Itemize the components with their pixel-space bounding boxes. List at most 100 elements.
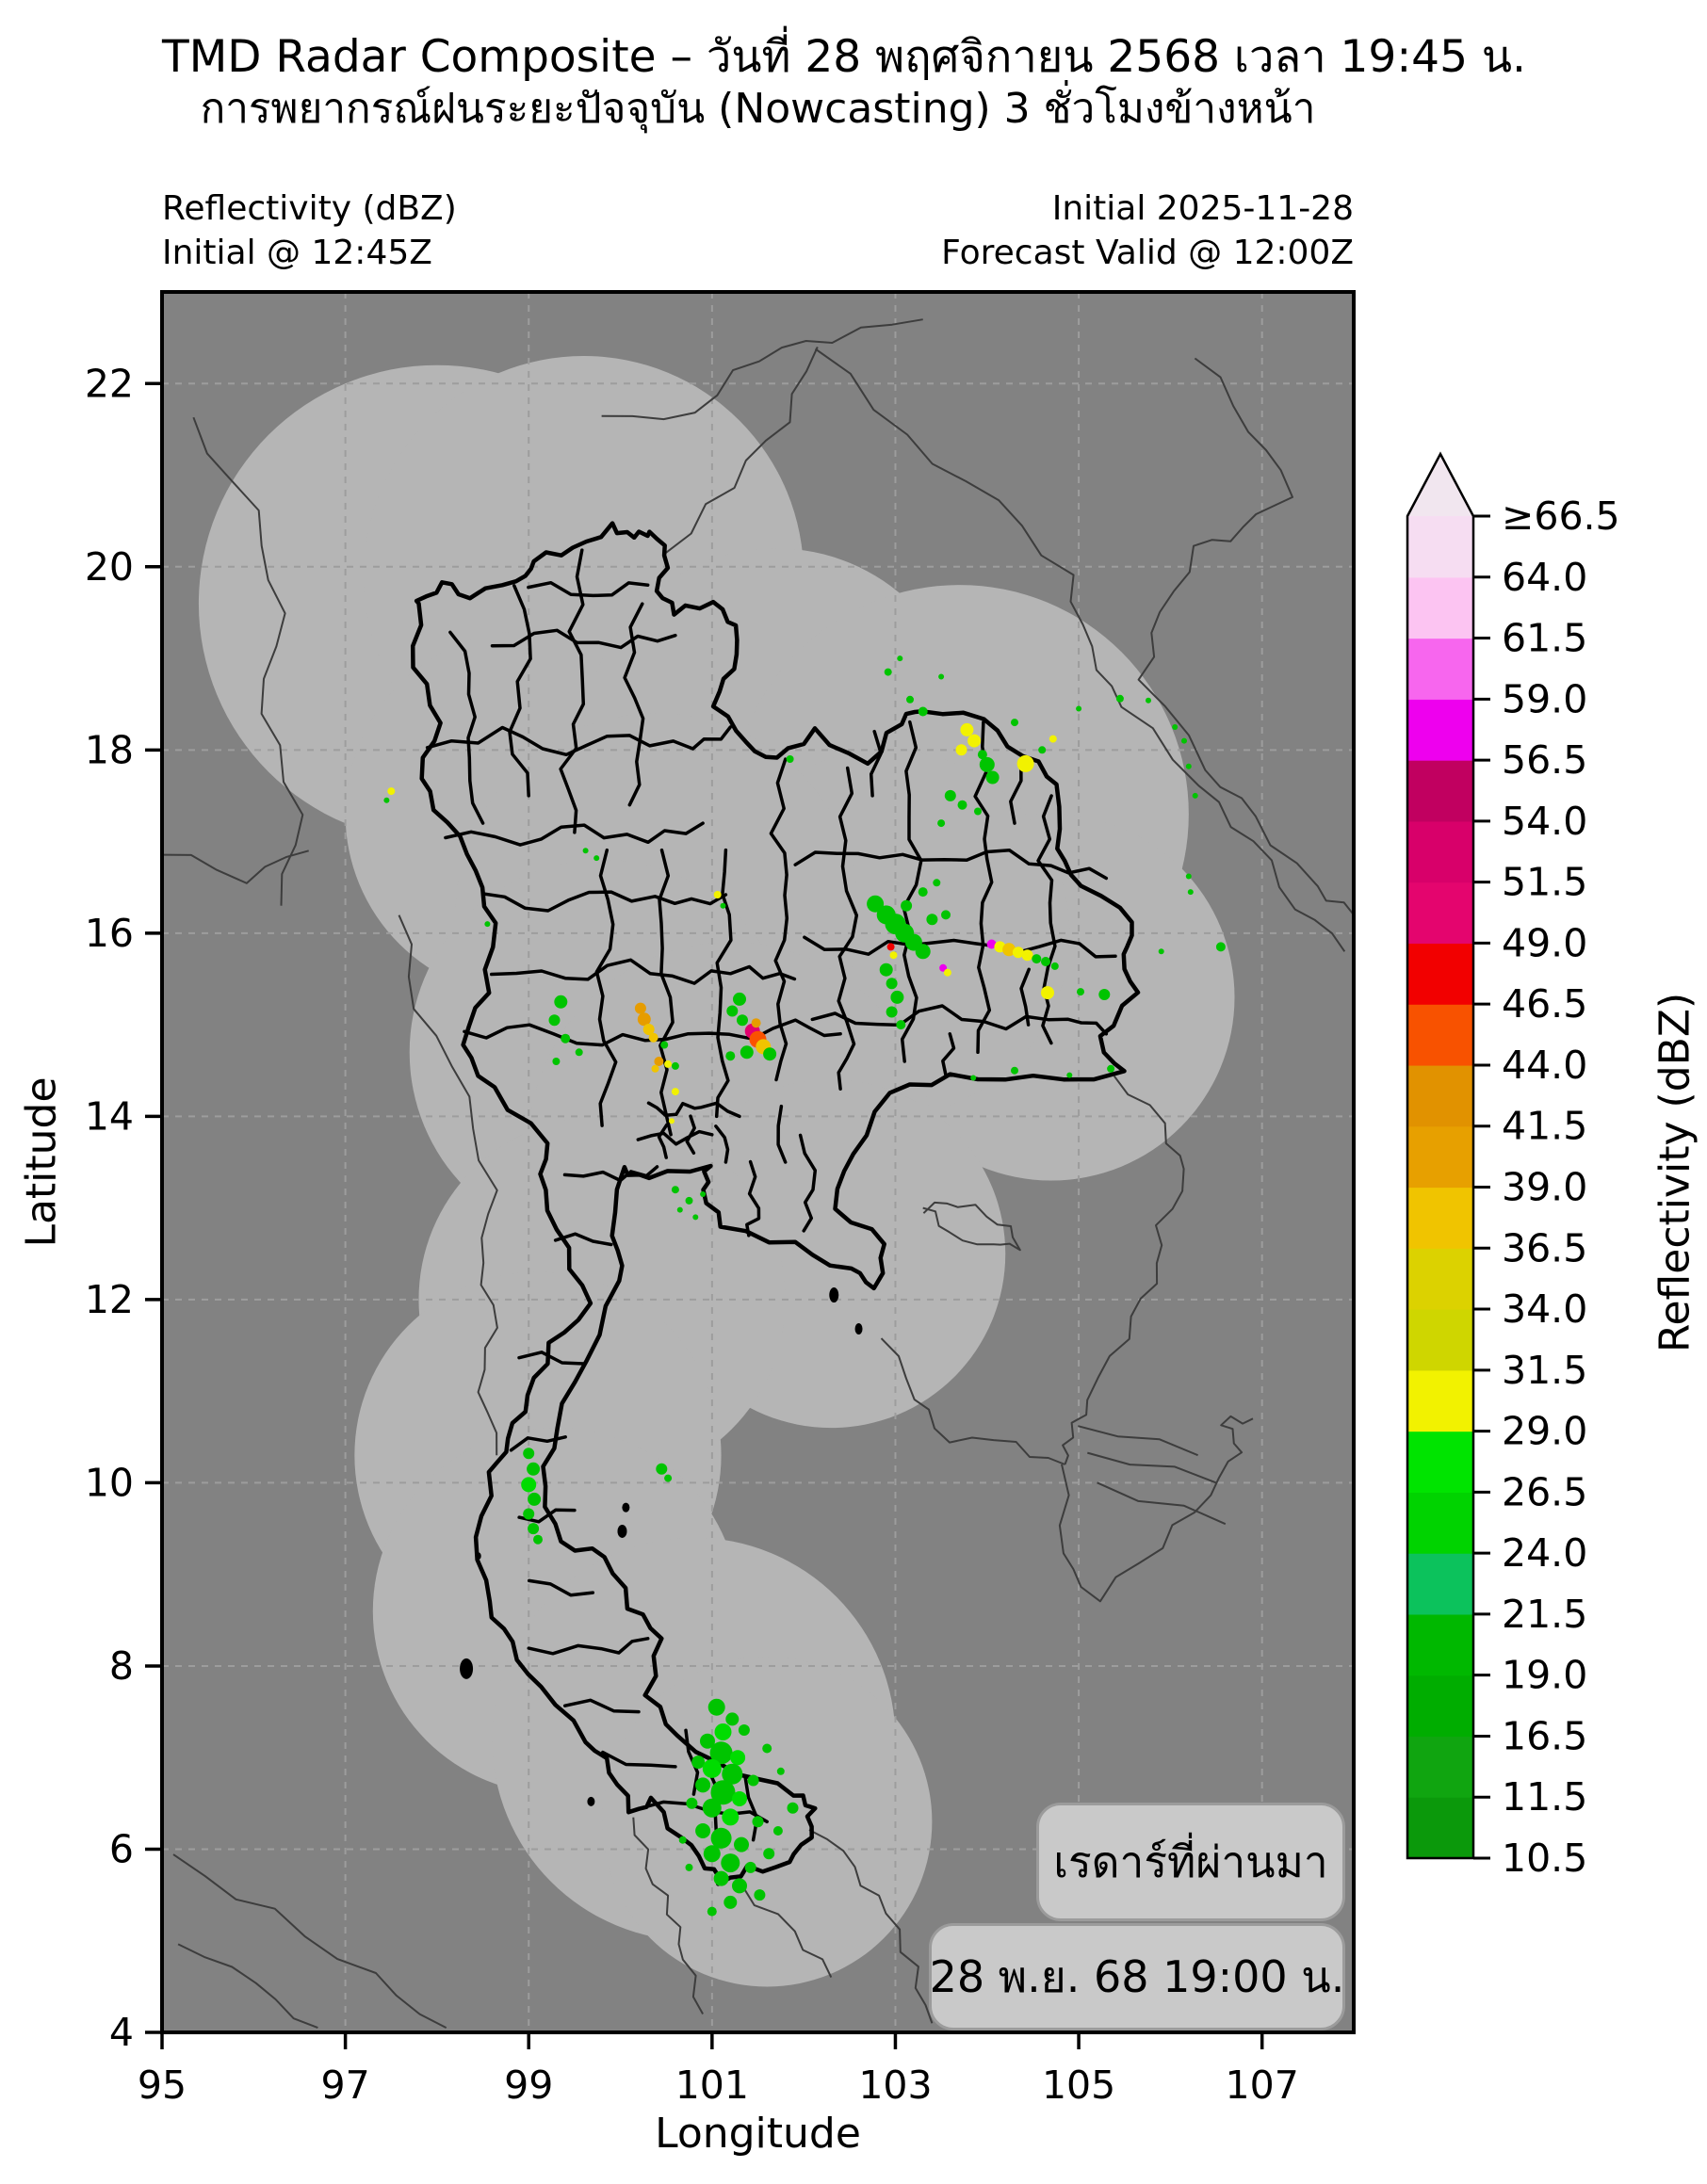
echo-point [970,1075,977,1081]
province-border-line [594,848,618,1127]
province-border-line [646,1101,741,1119]
colorbar-tick-label: 49.0 [1502,920,1587,965]
colorbar-tick-label: 24.0 [1502,1530,1587,1576]
echo-point [722,1808,740,1826]
province-border-line [685,1114,696,1156]
echo-point [786,755,794,763]
echo-point [671,1186,679,1194]
province-border-line [776,1104,788,1164]
echo-point [879,963,893,977]
echo-point [671,1061,679,1070]
echo-point [1041,986,1054,1000]
province-border-line [900,720,923,1063]
colorbar-segment [1407,1674,1473,1738]
echo-point [695,1777,711,1793]
colorbar-label: Reflectivity (dBZ) [1650,992,1699,1353]
colorbar-segment [1407,943,1473,1005]
province-border-line [714,1124,730,1164]
echo-point [548,1014,561,1027]
country-border-line [922,1201,1021,1252]
country-border-line [632,1817,704,2014]
echo-point [664,1060,673,1068]
province-border-line [714,848,733,1119]
echo-point [1185,763,1192,769]
y-tick-label: 6 [109,1826,134,1871]
echo-point [713,891,722,898]
echo-point [654,1057,664,1066]
echo-point [726,1005,739,1017]
echo-point [979,756,995,772]
province-border-line [425,725,733,757]
colorbar-segment [1407,1309,1473,1371]
echo-point [671,1088,679,1096]
radar-coverage [198,355,1235,1987]
echo-point [890,990,904,1004]
province-border-line [559,548,586,834]
province-border-line [553,1232,613,1247]
echo-point [918,706,928,717]
echo-point [722,1763,743,1785]
island [460,1658,474,1679]
y-tick-label: 12 [85,1277,134,1322]
province-border-line [793,849,1109,881]
colorbar-segment [1407,1187,1473,1249]
echo-point [752,1816,764,1828]
initial-date-label: Initial 2025-11-28 [1051,189,1354,228]
echo-point [713,1870,729,1886]
map-layers [162,292,1354,2032]
echo-point [1172,724,1179,730]
echo-point [1215,942,1226,952]
echo-point [656,1463,668,1475]
echo-point [702,1758,722,1778]
y-tick-label: 14 [85,1093,134,1139]
colorbar-segment [1407,1492,1473,1554]
province-border-line [601,1750,677,1769]
province-border-line [527,580,650,598]
echo-point [714,1723,732,1740]
echo-point [692,1214,699,1221]
echo-point [1050,962,1059,970]
echo-point [985,770,1000,785]
province-border-line [481,890,728,913]
thailand-outline [410,521,1141,1886]
echo-point [725,1051,736,1061]
country-border-line [177,1943,318,2030]
y-tick-label: 4 [109,2010,134,2055]
province-border-line [517,1351,586,1366]
echo-point [725,1712,740,1726]
echo-point [523,1508,535,1520]
x-tick-label: 97 [321,2063,370,2108]
y-tick-label: 20 [85,544,134,590]
echo-point [776,1767,785,1775]
colorbar-tick-label: 39.0 [1502,1165,1587,1210]
echo-point [484,921,491,928]
echo-point [695,1823,711,1838]
province-border-line [941,1032,956,1077]
echo-point [747,1774,759,1787]
echo-point [648,1032,658,1043]
echo-point [1185,873,1192,880]
x-axis-label: Longitude [655,2110,861,2158]
colorbar-tick-label: 26.5 [1502,1469,1587,1514]
echo-point [1181,737,1187,744]
province-border-line [509,1435,567,1452]
province-border-line [869,729,883,798]
echo-point [886,1006,898,1018]
echo-point [664,1474,673,1482]
echo-point [933,879,941,887]
colorbar-segment [1407,516,1473,578]
echo-point [744,1861,756,1873]
echo-point [552,1058,561,1065]
province-border-line [837,766,859,1091]
province-border-line [745,1159,761,1238]
echo-point [986,939,997,949]
reflectivity-header-label: Reflectivity (dBZ) [162,189,457,228]
echo-point [897,655,903,662]
colorbar-segment [1407,1613,1473,1676]
province-border-line [657,1123,669,1159]
country-border-line [1062,1076,1185,1465]
colorbar-tick-label: 54.0 [1502,799,1587,844]
province-border-line [527,1637,650,1656]
province-border-line [562,1165,659,1183]
